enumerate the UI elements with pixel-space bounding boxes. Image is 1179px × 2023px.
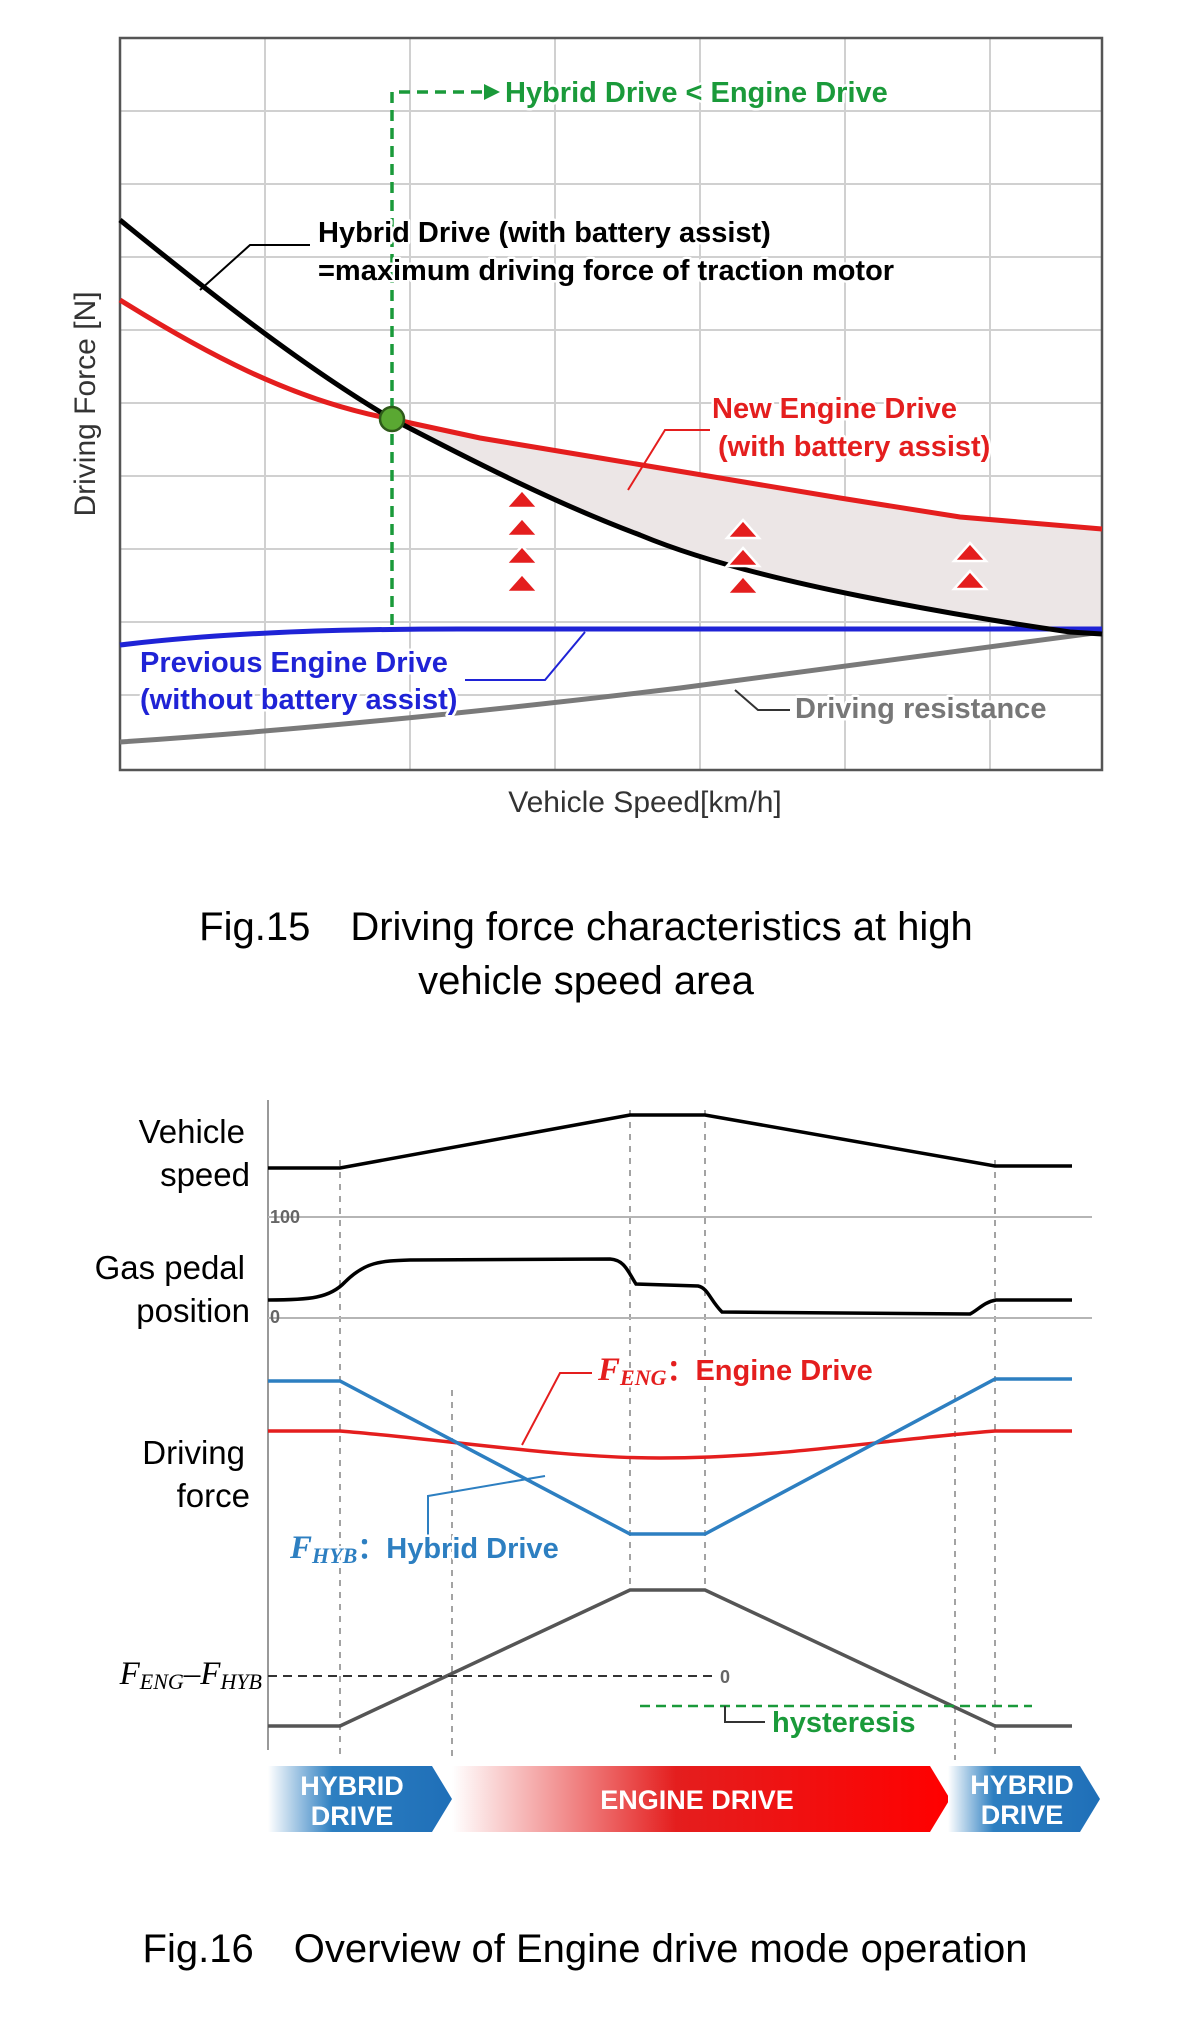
- fig15-chart: Hybrid Drive < Engine Drive Hybrid Drive…: [69, 36, 1104, 819]
- engine-legend-symbol: F: [597, 1352, 620, 1388]
- engine-band-label: ENGINE DRIVE: [600, 1785, 794, 1815]
- diff-symbol-sub-1: ENG: [139, 1669, 184, 1694]
- hybrid-drive-force-line: [268, 1377, 1072, 1536]
- fig15-plot-frame: [118, 36, 1104, 772]
- hybrid-legend-label: ：Hybrid Drive: [357, 1533, 558, 1565]
- driving-resistance-label: Driving resistance: [795, 693, 1046, 725]
- arrow-up-icon: [724, 574, 762, 596]
- pedal-min-tick: 0: [270, 1307, 280, 1327]
- arrow-up-icon: [503, 544, 541, 566]
- previous-engine-drive-label-1: Previous Engine Drive: [140, 647, 448, 679]
- engine-drive-band: [452, 1766, 950, 1832]
- arrow-up-icon: [503, 516, 541, 538]
- engine-drive-force-line: [268, 1429, 1072, 1460]
- x-axis-label: Vehicle Speed[km/h]: [508, 786, 782, 819]
- arrow-right-icon: [484, 84, 500, 100]
- new-engine-drive-line: [118, 297, 1103, 532]
- hybrid-drive-band-left: [268, 1766, 452, 1832]
- hysteresis-leader: [724, 1706, 765, 1723]
- gas-pedal-line: [267, 1257, 1072, 1316]
- arrow-up-icon: [724, 518, 762, 540]
- hybrid-legend-symbol: F: [289, 1530, 312, 1566]
- fig16-chart: 100 0 0 FENG：Engine Drive FHYB：Hybrid Dr…: [95, 1100, 1100, 1832]
- arrow-up-icon: [724, 546, 762, 568]
- driving-resistance-line: [119, 629, 1103, 745]
- hybrid-drive-line: [118, 218, 1103, 637]
- previous-engine-drive-line: [119, 626, 1102, 648]
- engine-legend-label: ：Engine Drive: [666, 1355, 872, 1387]
- fig15-caption-line-1: Fig.15 Driving force characteristics at …: [199, 905, 973, 949]
- force-difference-row-label: FENG–FHYB: [119, 1656, 262, 1694]
- right-band-label-1: HYBRID: [970, 1770, 1074, 1800]
- hybrid-drive-band-right: [948, 1766, 1100, 1832]
- fig15-caption-line-2: vehicle speed area: [418, 959, 755, 1003]
- new-engine-drive-label-2: (with battery assist): [718, 431, 990, 463]
- hybrid-drive-engine-drive-label: Hybrid Drive < Engine Drive: [505, 77, 888, 109]
- new-engine-drive-label-1: New Engine Drive: [712, 393, 957, 425]
- hybrid-legend-subscript: HYB: [311, 1543, 357, 1568]
- force-difference-line: [268, 1588, 1072, 1728]
- leader-lines: [199, 244, 790, 711]
- hybrid-drive-label-1: Hybrid Drive (with battery assist): [318, 217, 771, 249]
- new-engine-leader: [627, 429, 710, 491]
- gas-pedal-row-label-1: Gas pedal: [95, 1249, 245, 1286]
- left-band-label-1: HYBRID: [300, 1771, 404, 1801]
- hybrid-drive-legend: FHYB：Hybrid Drive: [289, 1530, 559, 1568]
- vehicle-speed-row-label-1: Vehicle: [139, 1113, 245, 1150]
- diff-symbol-main-1: F: [119, 1656, 141, 1692]
- zero-tick: 0: [720, 1667, 730, 1687]
- arrow-up-icon: [951, 569, 989, 591]
- previous-engine-drive-label-2: (without battery assist): [140, 684, 457, 716]
- diff-symbol-main-2: –F: [183, 1656, 222, 1692]
- driving-force-row-label-2: force: [177, 1477, 250, 1514]
- gas-pedal-row-label-2: position: [136, 1292, 250, 1329]
- fig16-caption: Fig.16 Overview of Engine drive mode ope…: [143, 1927, 1028, 1971]
- engine-leader: [521, 1372, 592, 1446]
- diff-symbol-sub-2: HYB: [219, 1669, 262, 1694]
- y-axis-label: Driving Force [N]: [69, 291, 102, 516]
- engine-drive-legend: FENG：Engine Drive: [597, 1352, 873, 1390]
- driving-force-row-label-1: Driving: [142, 1434, 245, 1471]
- phase-divider-lines: [339, 1110, 996, 1760]
- hybrid-drive-label-2: =maximum driving force of traction motor: [318, 255, 894, 287]
- arrow-up-icon: [503, 572, 541, 594]
- prev-engine-leader: [465, 631, 586, 681]
- hybrid-threshold-dashed-line: [390, 90, 485, 625]
- right-band-label-2: DRIVE: [981, 1800, 1064, 1830]
- hysteresis-label: hysteresis: [772, 1707, 916, 1739]
- pedal-max-tick: 100: [270, 1207, 300, 1227]
- left-band-label-2: DRIVE: [311, 1801, 394, 1831]
- arrow-up-icon: [503, 488, 541, 510]
- hybrid-leader: [199, 244, 310, 291]
- gain-arrows: [503, 488, 989, 596]
- intersection-marker: [378, 405, 406, 433]
- vehicle-speed-line: [268, 1113, 1072, 1170]
- vehicle-speed-row-label-2: speed: [160, 1156, 250, 1193]
- fig16-leaders: [427, 1372, 765, 1723]
- hybrid-leader: [427, 1475, 546, 1548]
- mode-bands: HYBRID DRIVE ENGINE DRIVE HYBRID DRIVE: [268, 1766, 1100, 1832]
- arrow-up-icon: [951, 541, 989, 563]
- resistance-leader: [734, 689, 790, 711]
- engine-legend-subscript: ENG: [619, 1365, 667, 1390]
